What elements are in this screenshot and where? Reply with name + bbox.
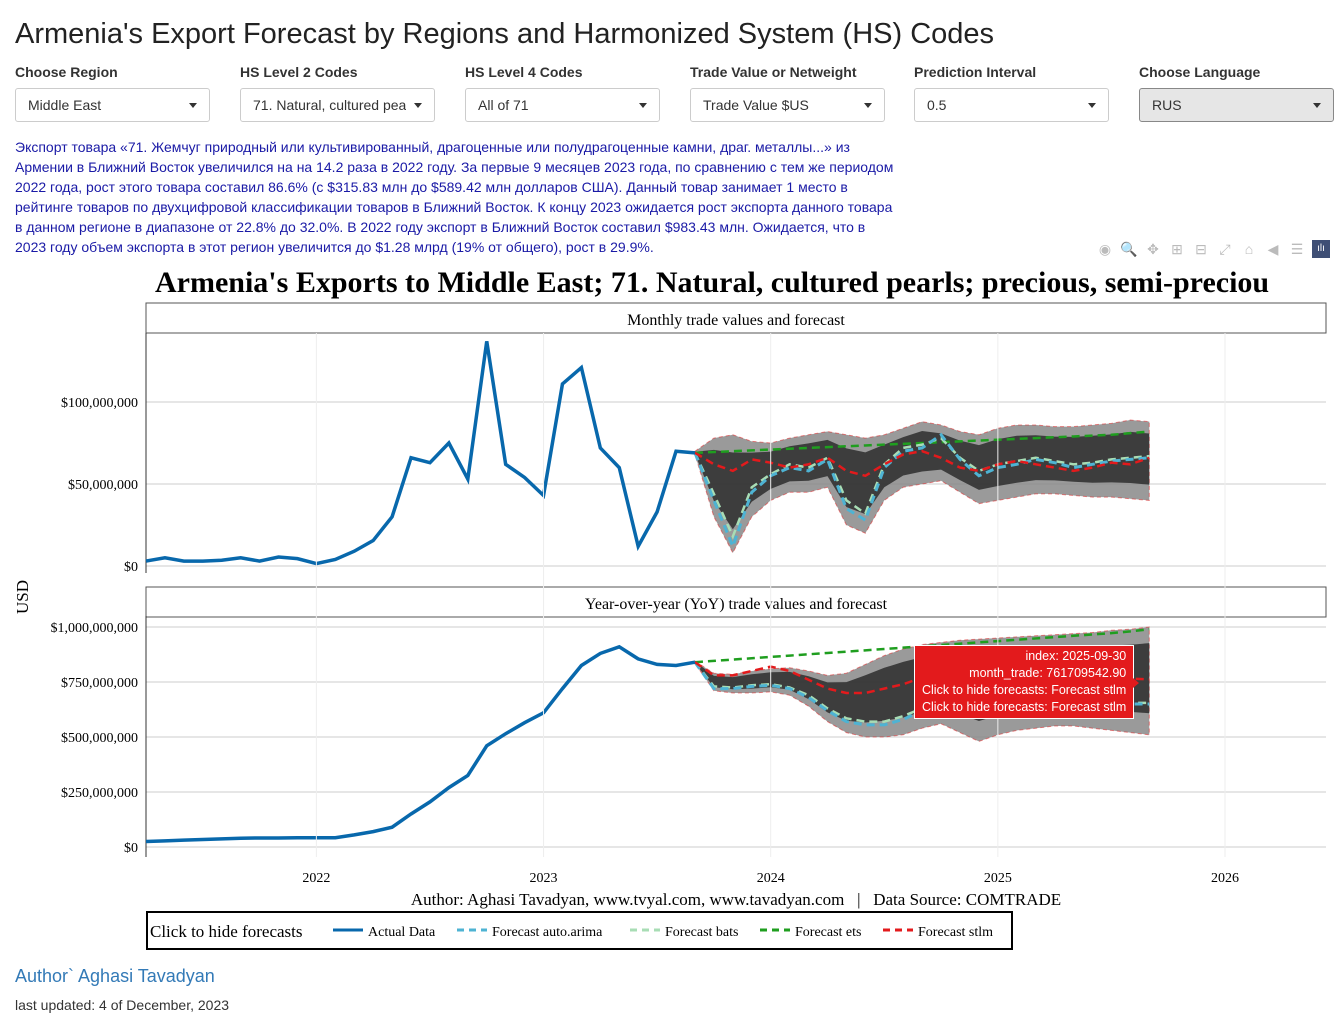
hs2-label: HS Level 2 Codes bbox=[240, 64, 358, 80]
x-tick-label: 2025 bbox=[984, 871, 1012, 886]
forecast-band bbox=[694, 419, 1150, 554]
last-updated: last updated: 4 of December, 2023 bbox=[15, 997, 230, 1013]
series-bats[interactable] bbox=[693, 436, 1150, 540]
compare-icon[interactable]: ☰ bbox=[1290, 241, 1304, 257]
measure-value: Trade Value $US bbox=[703, 97, 809, 113]
legend-item[interactable]: Forecast stlm bbox=[918, 925, 993, 940]
zoom-out-icon[interactable]: ⊟ bbox=[1195, 241, 1207, 257]
interval-value: 0.5 bbox=[927, 97, 947, 113]
interval-select[interactable]: 0.5 bbox=[914, 88, 1109, 122]
pan-icon[interactable]: ✥ bbox=[1147, 241, 1159, 257]
autoscale-icon[interactable]: ⤢ bbox=[1219, 241, 1231, 257]
hs2-select[interactable]: 71. Natural, cultured pea bbox=[240, 88, 435, 122]
chart-modebar: ◉ 🔍 ✥ ⊞ ⊟ ⤢ ⌂ ◀ ☰ ılı bbox=[1096, 240, 1330, 258]
hs4-label: HS Level 4 Codes bbox=[465, 64, 583, 80]
series-actual[interactable] bbox=[145, 644, 696, 844]
panel-title: Monthly trade values and forecast bbox=[627, 312, 845, 329]
tooltip-index: index: 2025-09-30 bbox=[1025, 649, 1127, 663]
x-tick-label: 2026 bbox=[1211, 871, 1239, 886]
panel-yoy: Year-over-year (YoY) trade values and fo… bbox=[51, 586, 1327, 857]
legend-item[interactable]: Forecast auto.arima bbox=[492, 925, 603, 940]
hs4-value: All of 71 bbox=[478, 97, 529, 113]
legend-item[interactable]: Actual Data bbox=[368, 925, 436, 940]
camera-icon[interactable]: ◉ bbox=[1098, 241, 1112, 257]
measure-control: Trade Value or Netweight Trade Value $US bbox=[690, 64, 885, 122]
y-axis-label: USD bbox=[13, 580, 32, 614]
legend-title: Click to hide forecasts bbox=[150, 922, 303, 941]
home-icon[interactable]: ⌂ bbox=[1244, 241, 1254, 257]
measure-select[interactable]: Trade Value $US bbox=[690, 88, 885, 122]
measure-label: Trade Value or Netweight bbox=[690, 64, 857, 80]
x-tick-label: 2023 bbox=[530, 871, 558, 886]
hs4-select[interactable]: All of 71 bbox=[465, 88, 660, 122]
hs4-control: HS Level 4 Codes All of 71 bbox=[465, 64, 660, 122]
panel-title: Year-over-year (YoY) trade values and fo… bbox=[585, 596, 888, 613]
page-title: Armenia's Export Forecast by Regions and… bbox=[15, 18, 995, 50]
legend: Click to hide forecasts Actual Data Forec… bbox=[146, 911, 1013, 950]
legend-item[interactable]: Forecast ets bbox=[795, 925, 861, 940]
chart-caption: Author: Aghasi Tavadyan, www.tvyal.com, … bbox=[411, 890, 1061, 909]
y-tick-label: $250,000,000 bbox=[61, 786, 138, 801]
y-tick-label: $50,000,000 bbox=[68, 478, 138, 493]
y-tick-label: $100,000,000 bbox=[61, 396, 138, 411]
legend-item[interactable]: Forecast bats bbox=[665, 925, 738, 940]
hover-tooltip: index: 2025-09-30 month_trade: 761709542… bbox=[914, 645, 1140, 719]
caret-down-icon bbox=[1088, 103, 1096, 108]
language-label: Choose Language bbox=[1139, 64, 1261, 80]
interval-control: Prediction Interval 0.5 bbox=[914, 64, 1109, 122]
region-value: Middle East bbox=[28, 97, 102, 113]
series-actual[interactable] bbox=[145, 341, 696, 566]
language-control: Choose Language RUS bbox=[1139, 64, 1334, 122]
plotly-logo-icon[interactable]: ılı bbox=[1312, 240, 1330, 258]
author-link[interactable]: Author` Aghasi Tavadyan bbox=[15, 966, 215, 986]
forecast-band-inner bbox=[694, 431, 1150, 530]
region-select[interactable]: Middle East bbox=[15, 88, 210, 122]
x-tick-label: 2024 bbox=[757, 871, 785, 886]
x-tick-label: 2022 bbox=[302, 871, 330, 886]
region-label: Choose Region bbox=[15, 64, 118, 80]
interval-label: Prediction Interval bbox=[914, 64, 1037, 80]
y-tick-label: $0 bbox=[124, 841, 138, 856]
tooltip-value: month_trade: 761709542.90 bbox=[969, 666, 1127, 680]
tooltip-series: Click to hide forecasts: Forecast stlm bbox=[922, 683, 1127, 697]
series-stlm[interactable] bbox=[694, 449, 1150, 478]
caret-down-icon bbox=[189, 103, 197, 108]
panel-monthly: Monthly trade values and forecast $0 $50,0… bbox=[61, 302, 1327, 575]
language-select[interactable]: RUS bbox=[1139, 88, 1334, 122]
tooltip-series: Click to hide forecasts: Forecast stlm bbox=[922, 700, 1127, 714]
zoom-in-icon[interactable]: ⊞ bbox=[1171, 241, 1183, 257]
hs2-control: HS Level 2 Codes 71. Natural, cultured pe… bbox=[240, 64, 435, 122]
region-control: Choose Region Middle East bbox=[15, 64, 210, 122]
y-tick-label: $750,000,000 bbox=[61, 676, 138, 691]
series-arima[interactable] bbox=[693, 432, 1150, 551]
caret-down-icon bbox=[864, 103, 872, 108]
chart-title: Armenia's Exports to Middle East; 71. Na… bbox=[155, 266, 1270, 299]
hs2-value: 71. Natural, cultured pea bbox=[253, 97, 406, 113]
y-tick-label: $1,000,000,000 bbox=[51, 621, 139, 636]
caret-down-icon bbox=[639, 103, 647, 108]
y-tick-label: $500,000,000 bbox=[61, 731, 138, 746]
y-tick-label: $0 bbox=[124, 560, 138, 575]
spike-icon[interactable]: ◀ bbox=[1267, 241, 1279, 257]
series-ets[interactable] bbox=[694, 430, 1150, 455]
zoom-icon[interactable]: 🔍 bbox=[1120, 241, 1138, 257]
caret-down-icon bbox=[1313, 103, 1321, 108]
export-summary: Экспорт товара «71. Жемчуг природный или… bbox=[15, 139, 894, 255]
caret-down-icon bbox=[414, 103, 422, 108]
language-value: RUS bbox=[1152, 97, 1182, 113]
